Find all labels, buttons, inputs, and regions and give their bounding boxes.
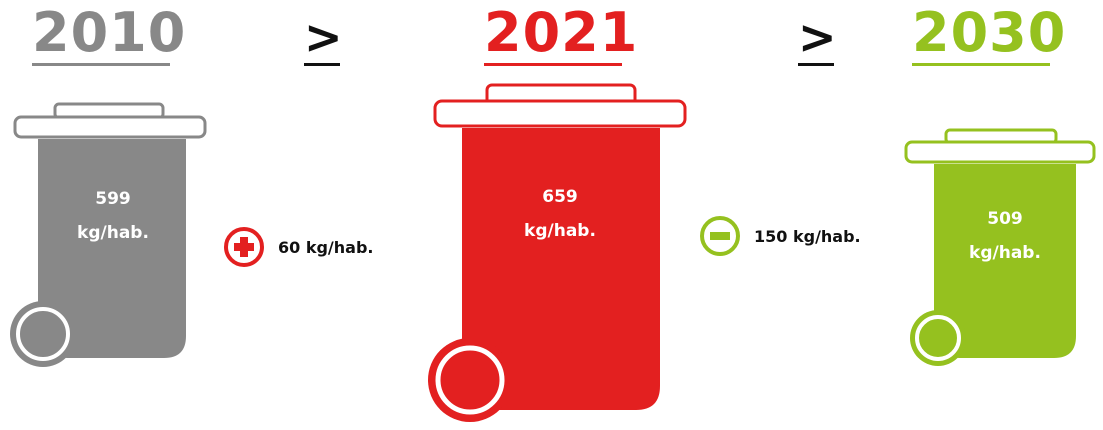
year-2030-title: 2030: [912, 1, 1067, 66]
change-increase-label: 60 kg/hab.: [278, 237, 374, 257]
bin-2030-icon: [904, 128, 1096, 366]
plus-circle-icon: [224, 227, 264, 267]
bin-2021-icon: [428, 83, 687, 422]
year-2021-title: 2021: [484, 1, 639, 66]
bin-2030-value: 509: [987, 209, 1023, 229]
bin-2010-unit: kg/hab.: [77, 223, 149, 243]
bin-2030: 509 kg/hab.: [900, 126, 1100, 386]
arrow-2: >: [798, 10, 837, 66]
arrow-1: >: [304, 10, 343, 66]
bin-2021-unit: kg/hab.: [524, 221, 596, 241]
change-increase: 60 kg/hab.: [222, 225, 374, 269]
minus-circle-icon: [700, 216, 740, 256]
bin-2021-value: 659: [542, 187, 578, 207]
bin-2021: 659 kg/hab.: [420, 82, 700, 428]
change-decrease: 150 kg/hab.: [698, 214, 861, 258]
bin-2010: 599 kg/hab.: [8, 100, 218, 400]
year-2010-title: 2010: [32, 1, 187, 66]
change-decrease-label: 150 kg/hab.: [754, 226, 861, 246]
bin-2030-unit: kg/hab.: [969, 243, 1041, 263]
bin-2010-value: 599: [95, 189, 131, 209]
bin-2010-icon: [10, 102, 207, 367]
